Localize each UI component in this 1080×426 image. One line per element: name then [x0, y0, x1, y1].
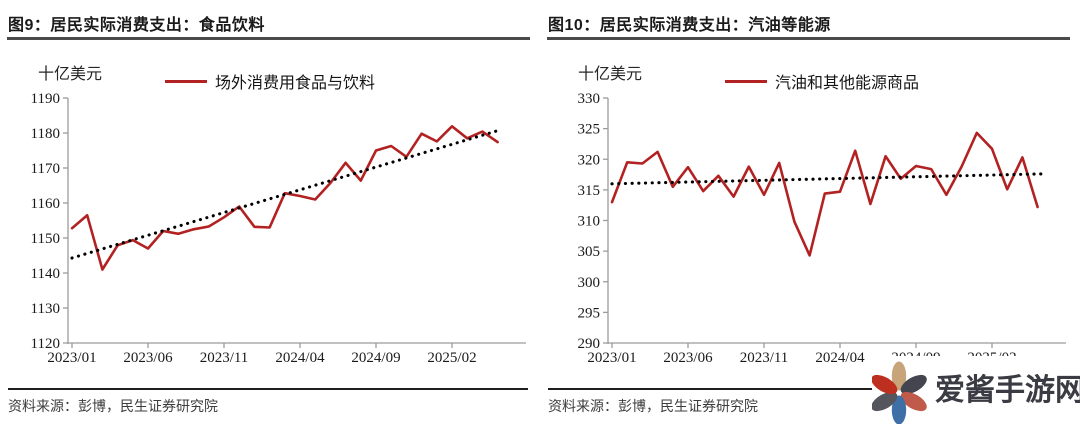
figure-9-series-line	[70, 124, 499, 271]
y-tick-label: 1140	[31, 266, 60, 282]
y-tick-label: 1170	[31, 161, 60, 177]
figure-9-y-axis-unit: 十亿美元	[38, 66, 103, 83]
y-tick-label: 1120	[31, 336, 60, 352]
figure-9-panel: 图9：居民实际消费支出：食品饮料 十亿美元 场外消费用食品与饮料 1120 113…	[0, 0, 540, 418]
x-tick-label: 2025/02	[427, 350, 476, 366]
figure-10-y-axis-unit: 十亿美元	[578, 66, 643, 83]
x-tick-label: 2023/01	[47, 350, 96, 366]
x-tick-label: 2023/06	[663, 350, 713, 366]
legend-label: 汽油和其他能源商品	[775, 75, 920, 92]
figure-9-title-rule	[7, 37, 530, 40]
figure-10-title: 图10：居民实际消费支出：汽油等能源	[548, 17, 831, 34]
petal-upper-right	[900, 374, 927, 395]
petal-lower-left	[872, 391, 898, 412]
y-tick-label: 1190	[31, 91, 60, 107]
x-tick-label: 2023/01	[587, 350, 636, 366]
y-tick-label: 315	[578, 183, 601, 199]
figure-10-trendline	[610, 172, 1044, 186]
figure-9-source: 资料来源：彭博，民生证券研究院	[8, 398, 218, 414]
x-tick-label: 2023/11	[200, 350, 249, 366]
x-tick-label: 2023/06	[123, 350, 173, 366]
figure-10-footer-rule	[548, 388, 1068, 390]
y-tick-label: 305	[578, 244, 601, 260]
x-tick-label: 2024/09	[351, 350, 400, 366]
petal-lower-right	[900, 391, 927, 412]
x-tick-label: 2023/11	[740, 350, 789, 366]
pinwheel-logo-icon	[872, 361, 927, 424]
figure-9-footer-rule	[8, 388, 528, 390]
figure-9-trendline	[70, 127, 504, 260]
figure-10-source: 资料来源：彭博，民生证券研究院	[548, 398, 758, 414]
figure-10-legend: 汽油和其他能源商品	[725, 69, 919, 93]
petal-upper-left	[872, 374, 898, 395]
y-tick-label: 1180	[31, 126, 60, 142]
x-tick-label: 2024/04	[815, 350, 865, 366]
y-tick-label: 1160	[31, 196, 60, 212]
y-tick-label: 325	[578, 122, 601, 138]
legend-label: 场外消费用食品与饮料	[215, 75, 376, 92]
figure-10-title-rule	[547, 37, 1070, 40]
y-tick-label: 320	[578, 152, 601, 168]
figure-10-plot-area: 290 295 300 305 310 315 320 325 330 2023/01 2023/0…	[578, 91, 1066, 366]
site-watermark: 爱酱手游网	[872, 356, 1080, 426]
y-tick-label: 295	[578, 305, 601, 321]
figure-9-axes: 1120 1130 1140 1150 1160 1170 1180 1190 2023/01 2…	[31, 91, 526, 366]
petal-bottom	[891, 395, 907, 424]
figure-10-panel: 图10：居民实际消费支出：汽油等能源 十亿美元 汽油和其他能源商品 290 295…	[540, 0, 1080, 418]
figure-9-legend: 场外消费用食品与饮料	[165, 69, 375, 93]
figure-9-plot-area: 1120 1130 1140 1150 1160 1170 1180 1190 2023/01 2…	[31, 91, 526, 366]
y-tick-label: 1150	[31, 231, 60, 247]
y-tick-label: 290	[578, 336, 601, 352]
petal-top	[891, 361, 907, 391]
y-tick-label: 1130	[31, 301, 60, 317]
figure-10-axes: 290 295 300 305 310 315 320 325 330 2023/01 2023/0…	[578, 91, 1066, 366]
y-tick-label: 300	[578, 275, 601, 291]
y-tick-label: 330	[578, 91, 601, 107]
watermark-text: 爱酱手游网	[935, 374, 1080, 407]
x-tick-label: 2024/04	[275, 350, 325, 366]
legend-line-sample	[165, 79, 207, 83]
y-tick-label: 310	[578, 214, 601, 230]
legend-line-sample	[725, 79, 767, 83]
figure-10-series-line	[610, 131, 1039, 257]
figure-9-title: 图9：居民实际消费支出：食品饮料	[8, 17, 265, 34]
